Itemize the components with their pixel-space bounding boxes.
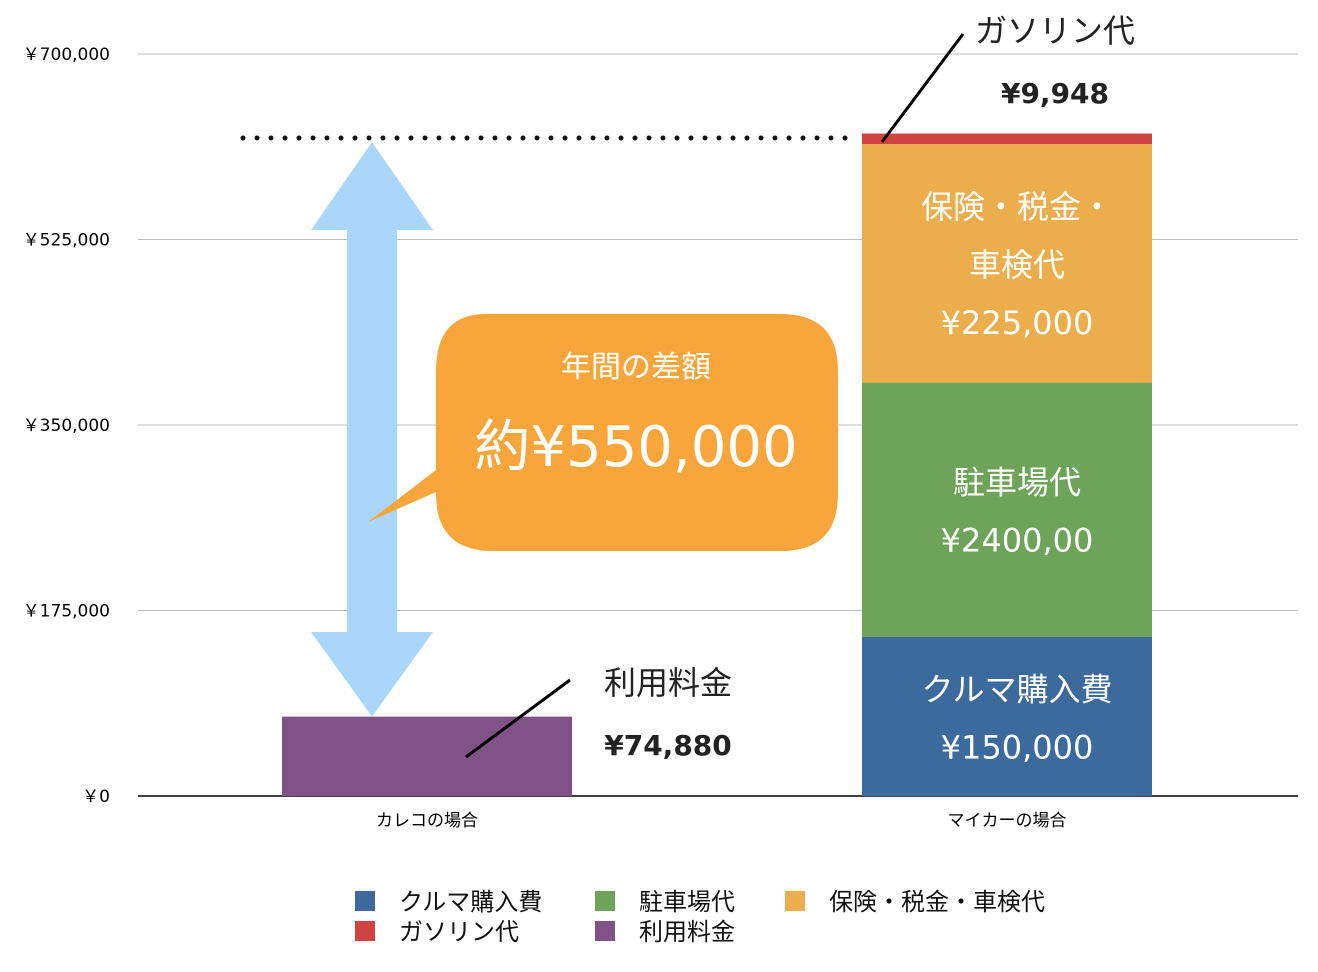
legend-label: クルマ購入費	[399, 888, 542, 916]
gasoline-leader-line	[880, 33, 965, 143]
bar-segment-3	[862, 144, 1152, 383]
segment-label: 駐車場代	[953, 464, 1081, 502]
segment-value: ¥150,000	[941, 728, 1094, 766]
y-axis-tick-labels: ￥700,000 ￥525,000 ￥350,000 ￥175,000 ￥0	[23, 45, 110, 807]
legend-swatch	[785, 891, 805, 911]
callout-title: 年間の差額	[561, 350, 711, 385]
bar-segment-4	[862, 133, 1152, 145]
usage-leader-line	[465, 678, 571, 759]
y-tick-label: ￥0	[82, 787, 110, 807]
segment-label: クルマ購入費	[921, 670, 1112, 708]
x-axis-category-labels: カレコの場合 マイカーの場合	[376, 811, 1067, 831]
x-category-label: マイカーの場合	[948, 811, 1067, 831]
segment-value: ¥225,000	[941, 304, 1094, 342]
bar-segment-5	[282, 716, 572, 796]
bar-segment-2	[862, 382, 1152, 637]
callout-value: 約¥550,000	[474, 415, 797, 480]
gasoline-value: ¥9,948	[1001, 77, 1109, 110]
gasoline-label: ガソリン代	[975, 12, 1135, 50]
legend-swatch	[355, 891, 375, 911]
usage-fee-label: 利用料金	[604, 664, 732, 702]
legend-label: 駐車場代	[639, 888, 735, 916]
bars	[282, 133, 1152, 796]
usage-fee-value: ¥74,880	[604, 729, 732, 762]
legend-swatch	[595, 891, 615, 911]
bar-segment-1	[862, 637, 1152, 796]
y-tick-label: ￥350,000	[23, 416, 110, 436]
segment-label: 車検代	[969, 246, 1065, 284]
x-category-label: カレコの場合	[376, 811, 478, 831]
y-tick-label: ￥525,000	[23, 231, 110, 251]
y-tick-label: ￥175,000	[23, 602, 110, 622]
difference-double-arrow	[311, 142, 433, 717]
callout-bubble	[368, 314, 838, 551]
segment-label: 保険・税金・	[921, 188, 1113, 226]
legend-label: ガソリン代	[399, 918, 519, 946]
y-tick-label: ￥700,000	[23, 45, 110, 65]
bar-labels: クルマ購入費 ¥150,000 駐車場代 ¥2400,00 保険・税金・車検代 ¥225,…	[465, 12, 1135, 766]
legend-label: 保険・税金・車検代	[829, 888, 1045, 916]
legend-swatch	[355, 921, 375, 941]
segment-value: ¥2400,00	[941, 522, 1094, 560]
legend-label: 利用料金	[639, 918, 735, 946]
legend-swatch	[595, 921, 615, 941]
